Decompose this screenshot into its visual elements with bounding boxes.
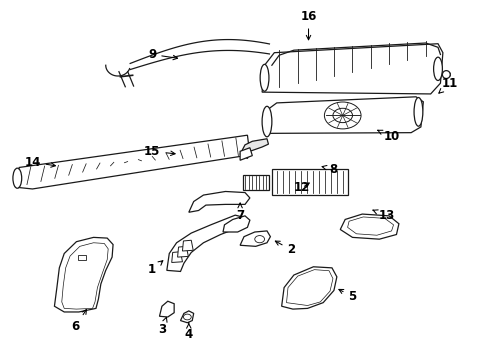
Text: 4: 4 [185,323,193,341]
Polygon shape [167,215,245,271]
Text: 15: 15 [144,145,175,158]
Text: 16: 16 [300,10,317,40]
Text: 13: 13 [373,210,395,222]
Polygon shape [78,255,86,260]
Polygon shape [15,135,250,189]
Polygon shape [441,72,450,76]
Ellipse shape [262,106,272,137]
Circle shape [255,235,265,243]
Text: 10: 10 [378,130,400,144]
Polygon shape [223,216,250,232]
Polygon shape [182,240,193,251]
Polygon shape [189,192,250,212]
Ellipse shape [442,71,450,78]
Text: 14: 14 [24,156,55,168]
Polygon shape [282,267,337,309]
Text: 11: 11 [439,77,458,93]
Ellipse shape [414,98,423,126]
Polygon shape [272,169,347,195]
Text: 2: 2 [275,241,295,256]
Text: 3: 3 [158,317,167,336]
Text: 8: 8 [322,163,337,176]
Text: 5: 5 [339,289,357,303]
Polygon shape [340,214,399,239]
Ellipse shape [260,64,269,91]
Ellipse shape [13,168,22,188]
Polygon shape [243,175,270,190]
Circle shape [183,314,191,320]
Text: 6: 6 [72,310,86,333]
Text: 1: 1 [148,261,163,276]
Text: 9: 9 [148,48,177,61]
Polygon shape [240,139,269,158]
Ellipse shape [333,108,352,123]
Polygon shape [240,148,252,160]
Polygon shape [172,252,182,262]
Polygon shape [54,237,113,312]
Polygon shape [240,231,270,246]
Polygon shape [159,301,174,317]
Polygon shape [180,311,194,323]
Polygon shape [177,246,188,257]
Ellipse shape [324,102,361,129]
Text: 12: 12 [294,181,310,194]
Polygon shape [265,97,423,134]
Ellipse shape [434,57,442,81]
Text: 7: 7 [236,203,244,222]
Polygon shape [262,44,443,94]
